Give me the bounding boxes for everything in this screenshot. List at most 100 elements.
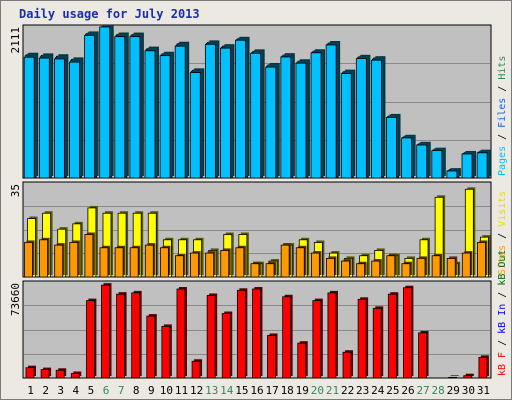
pages-bar-11: [174, 45, 186, 179]
kbf-bar-2: [40, 369, 50, 379]
pages-bar-13: [204, 43, 216, 179]
pages-bar-6: [99, 26, 111, 179]
pages-bar-5: [84, 34, 95, 179]
kbf-bar-8: [131, 292, 141, 379]
pages-bar-24: [371, 59, 382, 179]
legend-3-item-1: kB F: [497, 352, 508, 376]
sites-bar-4: [69, 242, 79, 278]
pages-bar-17: [265, 66, 277, 179]
kbf-bar-14: [221, 313, 231, 379]
legend-1-item-4: /: [497, 80, 508, 98]
kbf-bar-16: [252, 288, 261, 379]
x-tick-label-8: 8: [133, 384, 140, 397]
x-tick-label-27: 27: [416, 384, 429, 397]
sites-bar-13: [205, 252, 215, 278]
x-tick-label-18: 18: [281, 384, 294, 397]
pages-bar-26: [401, 137, 413, 179]
sites-bar-10: [159, 247, 169, 278]
x-tick-label-31: 31: [477, 384, 490, 397]
pages-bar-3: [53, 58, 65, 179]
x-tick-label-13: 13: [205, 384, 218, 397]
kbf-bar-7: [116, 293, 125, 379]
pages-bar-31: [476, 152, 488, 179]
pages-bar-10: [159, 55, 171, 179]
pages-bar-14: [220, 47, 231, 179]
x-tick-label-4: 4: [73, 384, 80, 397]
sites-bar-14: [220, 250, 230, 278]
legend-2-item-1: Sites: [497, 245, 508, 275]
pages-bar-28: [431, 150, 443, 179]
sites-bar-8: [129, 247, 139, 278]
legend-2-item-3: Visits: [497, 191, 508, 227]
kbf-bar-21: [327, 292, 337, 379]
kbf-bar-9: [146, 315, 156, 379]
x-tick-label-30: 30: [462, 384, 475, 397]
kbf-bar-31: [478, 356, 488, 379]
sites-bar-28: [431, 255, 441, 278]
pages-bar-27: [416, 144, 428, 179]
kbf-bar-11: [176, 288, 186, 379]
sites-bar-18: [280, 244, 290, 278]
x-tick-label-2: 2: [42, 384, 49, 397]
pages-bar-22: [340, 73, 352, 179]
pages-bar-12: [189, 72, 201, 179]
sites-bar-6: [99, 247, 109, 278]
y-max-label-2: 35: [9, 184, 22, 197]
kbf-bar-1: [25, 367, 35, 379]
pages-bar-9: [144, 50, 156, 179]
sites-bar-17: [265, 263, 275, 278]
y-max-label-3: 73660: [9, 283, 22, 316]
legend-3: kB F / kB In / kB Out: [497, 250, 508, 376]
x-tick-label-20: 20: [311, 384, 324, 397]
x-tick-label-7: 7: [118, 384, 125, 397]
sites-bar-15: [235, 247, 245, 278]
sites-bar-11: [175, 255, 184, 278]
sites-bar-1: [24, 242, 33, 278]
kbf-bar-5: [85, 300, 95, 379]
legend-3-item-2: /: [497, 334, 508, 352]
x-tick-label-9: 9: [148, 384, 155, 397]
sites-bar-26: [401, 263, 411, 278]
sites-bar-19: [295, 247, 305, 278]
sites-bar-30: [461, 252, 471, 278]
legend-3-item-5: kB Out: [497, 250, 508, 286]
chart-title: Daily usage for July 2013: [19, 7, 200, 21]
kbf-bar-6: [101, 284, 110, 379]
kbf-bar-20: [312, 300, 322, 379]
sites-bar-31: [477, 242, 486, 278]
kbf-bar-3: [55, 369, 65, 379]
pages-bar-8: [129, 36, 141, 179]
pages-bar-19: [295, 62, 307, 179]
x-tick-label-28: 28: [432, 384, 445, 397]
sites-bar-9: [144, 244, 154, 278]
pages-bar-4: [69, 61, 80, 179]
pages-bar-21: [325, 44, 337, 179]
kbf-bar-24: [372, 307, 382, 379]
x-tick-label-12: 12: [190, 384, 203, 397]
sites-bar-22: [341, 260, 350, 278]
kbf-bar-19: [297, 342, 307, 379]
sites-bar-3: [54, 244, 64, 278]
kbf-bar-26: [403, 287, 412, 379]
x-tick-label-29: 29: [447, 384, 460, 397]
pages-bar-2: [38, 57, 50, 179]
sites-bar-7: [114, 247, 124, 278]
kbf-bar-22: [342, 351, 352, 379]
pages-bar-25: [386, 117, 397, 179]
pages-bar-1: [23, 56, 35, 179]
legend-1-item-1: Pages: [497, 146, 508, 176]
sites-bar-27: [416, 257, 426, 278]
kbf-bar-12: [191, 360, 201, 379]
kbf-bar-13: [206, 295, 216, 379]
kbf-bar-23: [357, 298, 367, 379]
kbf-bar-30: [463, 375, 473, 379]
x-tick-label-19: 19: [296, 384, 309, 397]
kbf-bar-15: [236, 289, 246, 379]
sites-bar-20: [310, 252, 320, 278]
x-tick-label-23: 23: [356, 384, 369, 397]
sites-bar-21: [326, 257, 335, 278]
kbf-bar-29: [448, 376, 458, 379]
kbf-bar-27: [418, 332, 427, 379]
